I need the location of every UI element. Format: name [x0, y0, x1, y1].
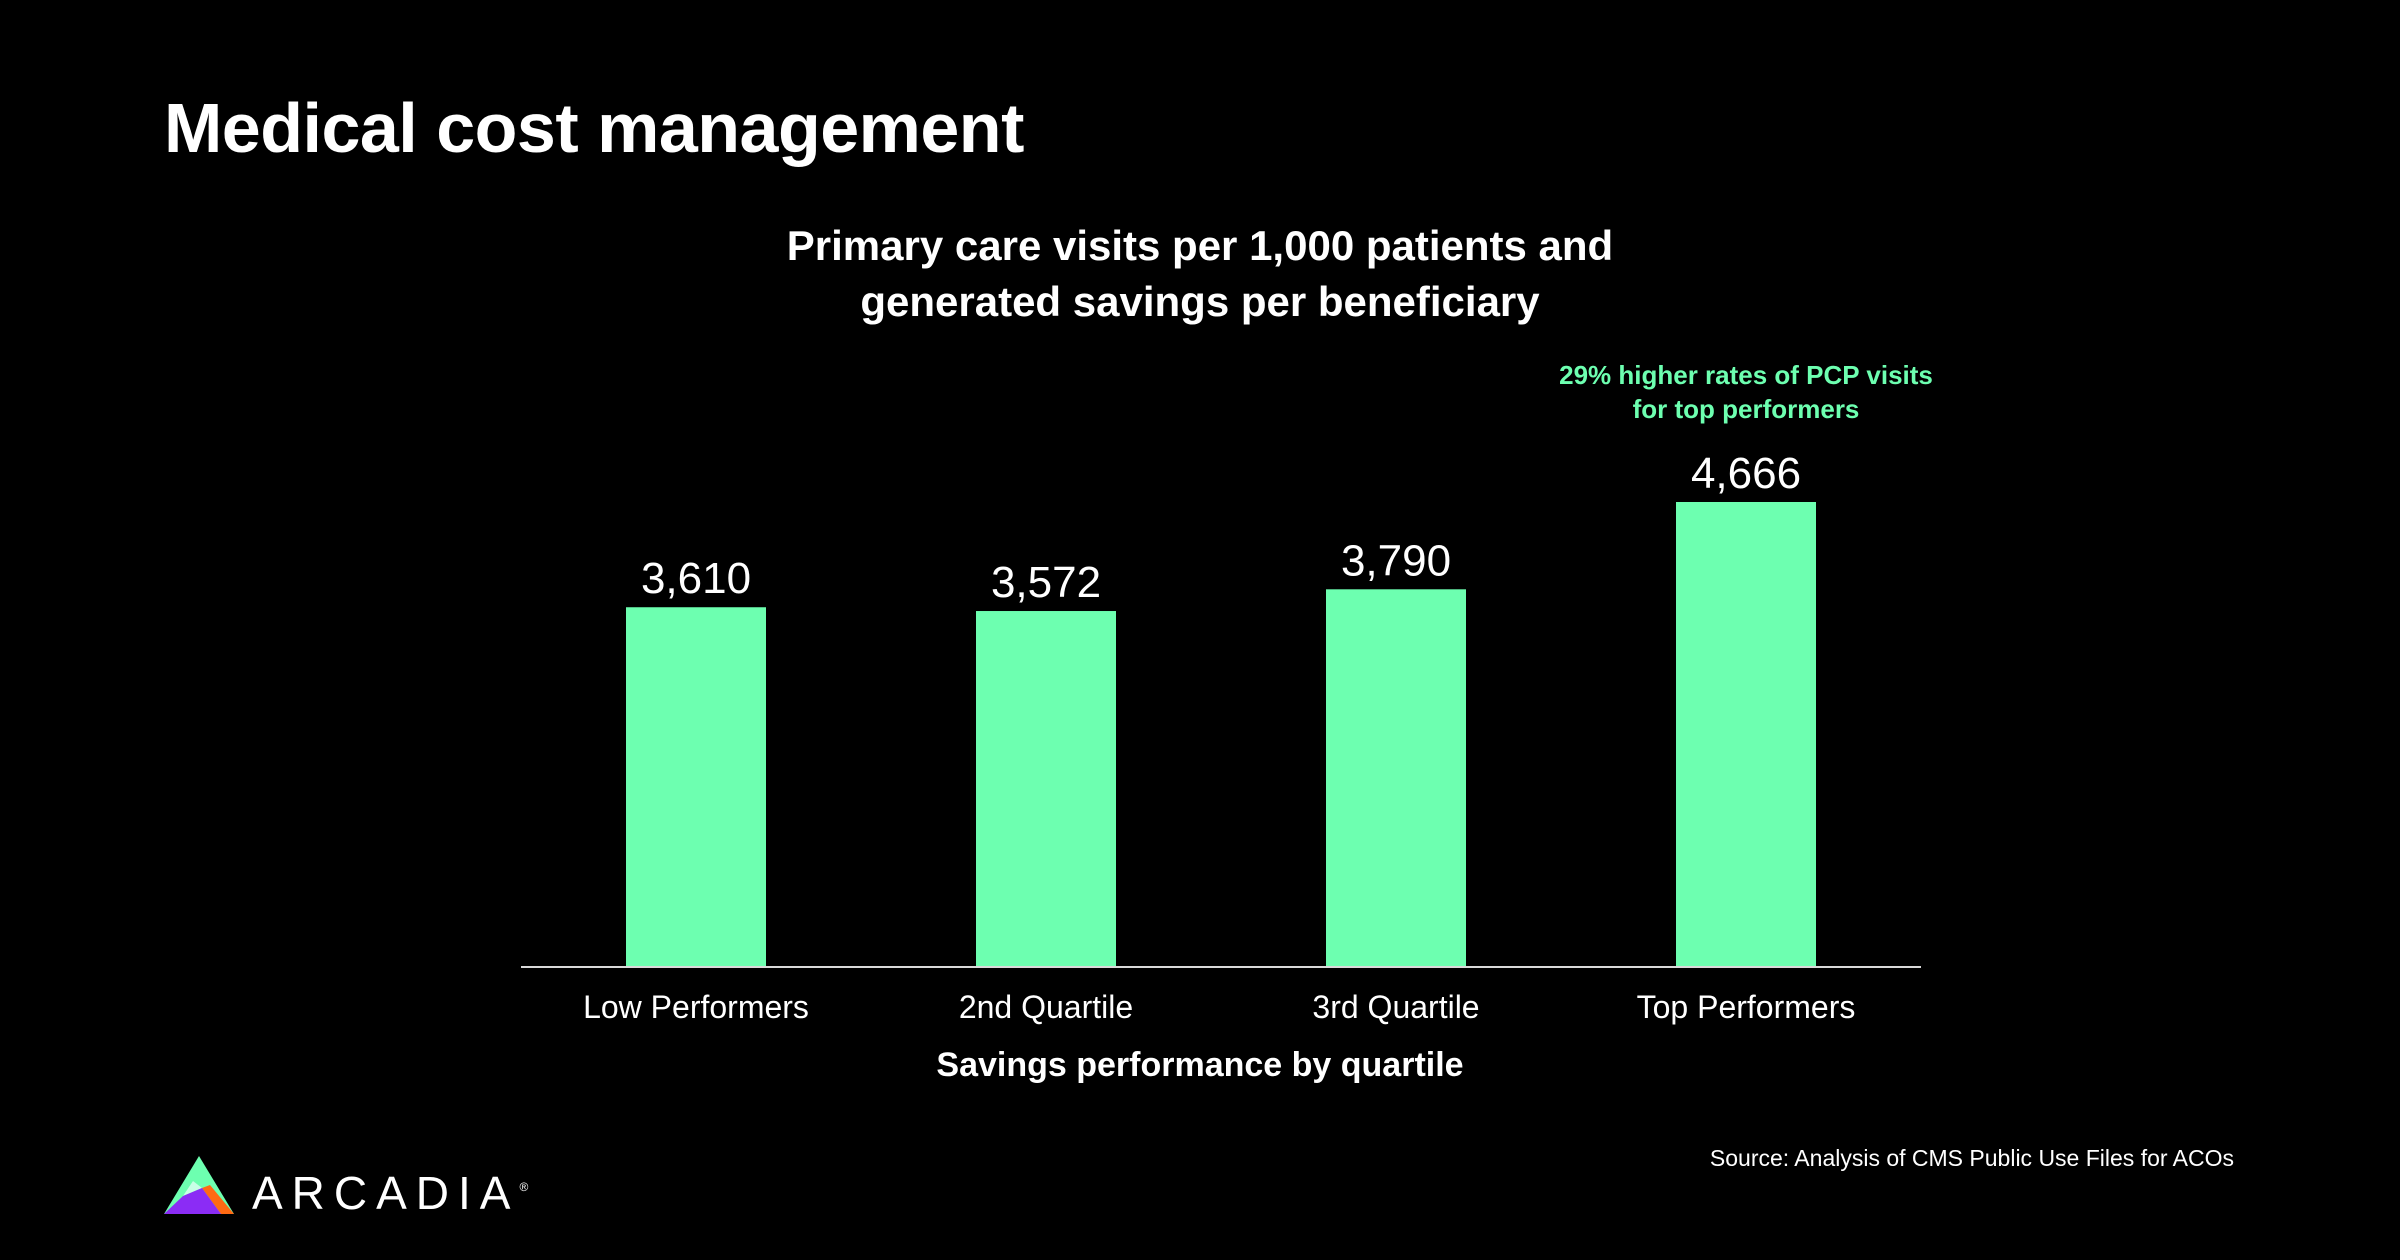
arcadia-logo: ARCADIA®: [164, 1150, 528, 1216]
bar-3rd-quartile: [1326, 589, 1466, 967]
category-label: Top Performers: [1637, 989, 1856, 1025]
bars-group: [626, 502, 1816, 967]
bar-low-performers: [626, 607, 766, 967]
x-axis-title: Savings performance by quartile: [936, 1046, 1464, 1084]
category-label: Low Performers: [583, 989, 809, 1025]
slide-title: Medical cost management: [164, 89, 1024, 167]
top-performers-annotation: 29% higher rates of PCP visits for top p…: [1546, 358, 1946, 426]
value-label: 3,790: [1341, 536, 1451, 585]
logo-word-text: ARCADIA: [252, 1167, 520, 1219]
value-label: 3,572: [991, 558, 1101, 607]
category-labels-group: Low Performers 2nd Quartile 3rd Quartile To…: [583, 989, 1855, 1025]
annotation-line-2: for top performers: [1632, 394, 1860, 424]
value-label: 3,610: [641, 554, 751, 603]
bar-2nd-quartile: [976, 611, 1116, 967]
chart-title: Primary care visits per 1,000 patients a…: [600, 218, 1800, 330]
value-label: 4,666: [1691, 449, 1801, 498]
bar-top-performers: [1676, 502, 1816, 967]
annotation-line-1: 29% higher rates of PCP visits: [1559, 360, 1933, 390]
category-label: 3rd Quartile: [1312, 989, 1479, 1025]
category-label: 2nd Quartile: [959, 989, 1133, 1025]
value-labels-group: 3,610 3,572 3,790 4,666: [641, 449, 1801, 607]
arcadia-triangle-logo-icon: [164, 1156, 234, 1214]
registered-mark: ®: [519, 1180, 529, 1194]
chart-title-line-2: generated savings per beneficiary: [860, 278, 1540, 325]
chart-title-line-1: Primary care visits per 1,000 patients a…: [786, 222, 1614, 269]
source-note: Source: Analysis of CMS Public Use Files…: [1709, 1145, 2234, 1171]
arcadia-wordmark: ARCADIA®: [252, 1170, 528, 1216]
